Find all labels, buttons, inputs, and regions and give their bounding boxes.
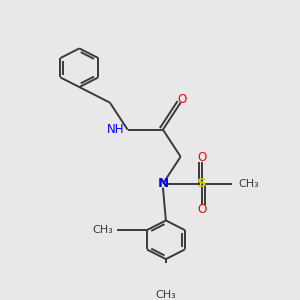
Text: N: N bbox=[158, 177, 169, 190]
Text: CH₃: CH₃ bbox=[238, 179, 259, 189]
Text: O: O bbox=[177, 93, 187, 106]
Text: S: S bbox=[197, 177, 207, 190]
Text: CH₃: CH₃ bbox=[93, 225, 113, 235]
Text: NH: NH bbox=[107, 123, 125, 136]
Text: O: O bbox=[197, 203, 206, 216]
Text: O: O bbox=[197, 152, 206, 164]
Text: CH₃: CH₃ bbox=[155, 290, 176, 300]
